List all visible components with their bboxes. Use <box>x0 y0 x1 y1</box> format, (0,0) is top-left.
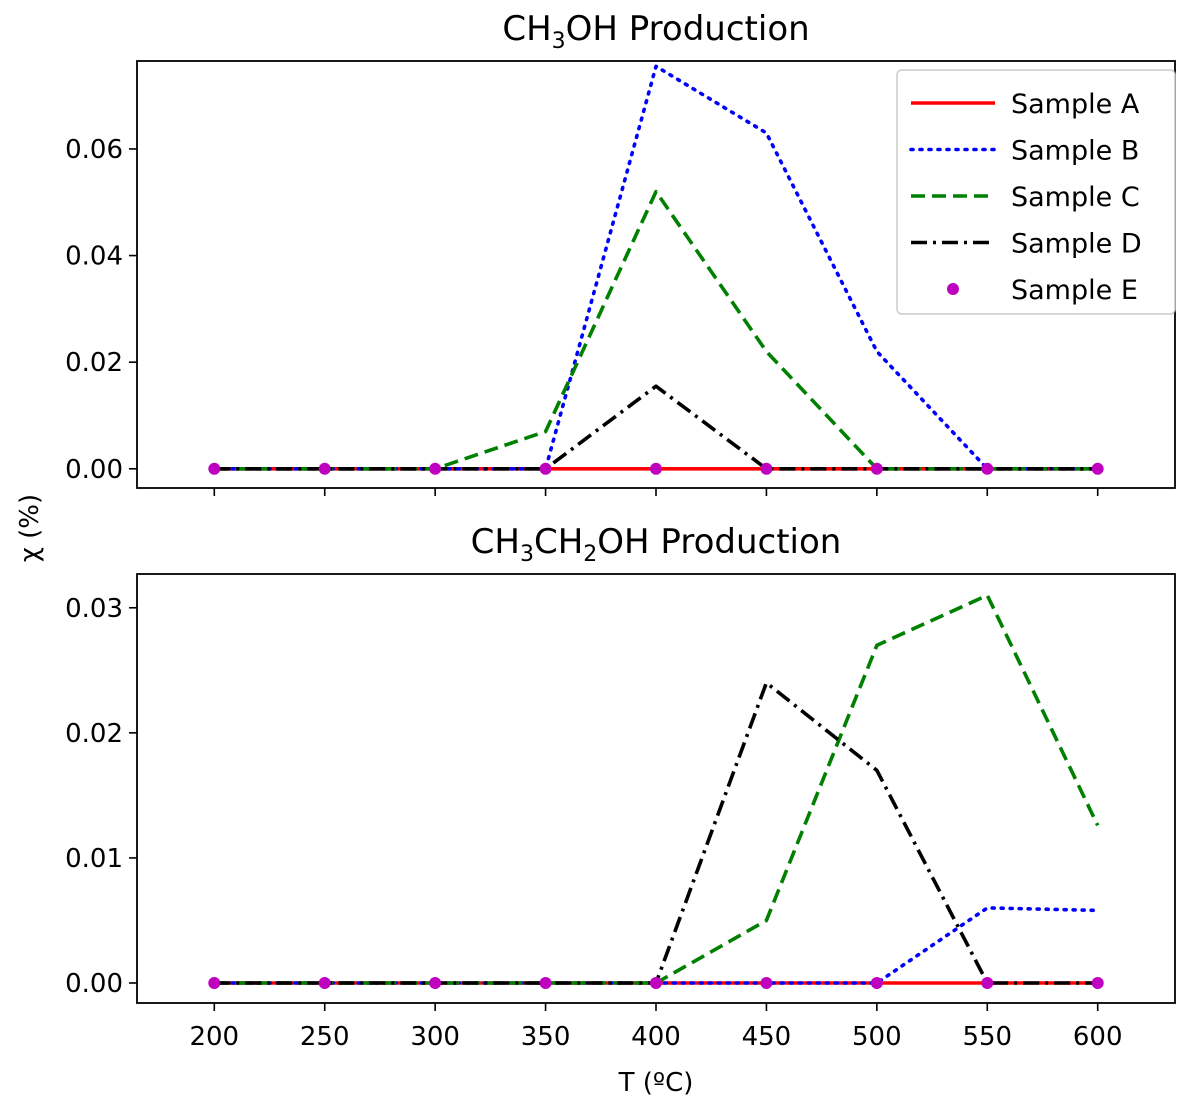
marker-sample-e <box>429 462 442 475</box>
marker-sample-e <box>539 976 552 989</box>
y-tick-label: 0.04 <box>65 242 123 272</box>
marker-sample-e <box>650 976 662 989</box>
marker-sample-e <box>870 462 883 475</box>
series-line-sample-c <box>214 593 1100 985</box>
title-part: OH Production <box>597 522 841 562</box>
title-subscript: 3 <box>552 29 566 54</box>
title-part: CH <box>534 522 583 562</box>
marker-sample-e <box>650 462 662 475</box>
plot-frame <box>136 573 1176 1004</box>
x-tick-label: 400 <box>631 1022 681 1052</box>
marker-sample-e <box>981 976 994 989</box>
chart-title: CH3OH Production <box>502 9 809 54</box>
series-line-sample-d <box>214 384 1098 471</box>
legend-label-sample-c: Sample C <box>1011 182 1140 213</box>
legend-label-sample-b: Sample B <box>1011 136 1139 167</box>
legend-label-sample-e: Sample E <box>1011 275 1138 306</box>
marker-sample-e <box>1091 976 1104 989</box>
chart-title: CH3CH2OH Production <box>471 522 842 567</box>
title-subscript: 3 <box>520 542 534 567</box>
marker-sample-e <box>1091 462 1104 475</box>
legend-marker-sample-e <box>947 283 959 295</box>
title-part: CH <box>471 522 520 562</box>
title-part: OH Production <box>566 9 810 49</box>
marker-sample-e <box>760 976 773 989</box>
marker-sample-e <box>539 462 552 475</box>
marker-sample-e <box>318 976 331 989</box>
marker-sample-e <box>981 462 994 475</box>
x-axis-label: T (ºC) <box>618 1068 694 1098</box>
marker-sample-e <box>760 462 773 475</box>
x-tick-label: 600 <box>1073 1022 1123 1052</box>
y-tick-label: 0.02 <box>65 348 123 378</box>
series-line-sample-b <box>212 906 1100 985</box>
y-tick-label: 0.00 <box>65 969 123 999</box>
panel-ch3oh: CH3OH Production 0.00 0.02 0.04 0.06 Sample A… <box>65 9 1176 496</box>
x-tick-label: 250 <box>300 1022 350 1052</box>
y-tick-label: 0.06 <box>65 135 123 165</box>
title-subscript: 2 <box>583 542 597 567</box>
x-tick-label: 450 <box>742 1022 792 1052</box>
x-tick-label: 300 <box>410 1022 460 1052</box>
x-tick-label: 200 <box>189 1022 239 1052</box>
y-tick-label: 0.01 <box>65 844 123 874</box>
y-tick-label: 0.00 <box>65 455 123 485</box>
marker-sample-e <box>318 462 331 475</box>
marker-sample-e <box>208 976 221 989</box>
y-tick-label: 0.03 <box>65 594 123 624</box>
legend-label-sample-a: Sample A <box>1011 89 1140 120</box>
x-tick-label: 550 <box>962 1022 1012 1052</box>
x-tick-label: 350 <box>521 1022 571 1052</box>
x-tick-label: 500 <box>852 1022 902 1052</box>
legend-label-sample-d: Sample D <box>1011 229 1142 260</box>
y-tick-label: 0.02 <box>65 719 123 749</box>
marker-sample-e <box>429 976 442 989</box>
title-part: CH <box>502 9 551 49</box>
y-axis-label: χ (%) <box>15 494 45 562</box>
series-line-sample-d <box>214 680 1098 985</box>
marker-sample-e <box>870 976 883 989</box>
marker-sample-e <box>208 462 221 475</box>
legend-box <box>896 69 1176 315</box>
